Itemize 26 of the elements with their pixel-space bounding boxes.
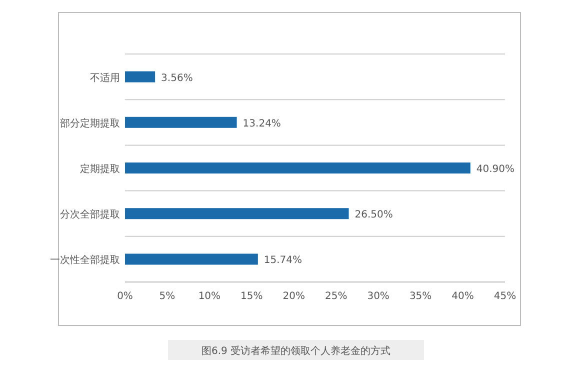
y-tick-label: 部分定期提取 [60, 117, 120, 130]
data-label: 3.56% [161, 72, 193, 84]
x-tick-label: 30% [367, 291, 390, 302]
data-label: 40.90% [476, 164, 515, 175]
bar [125, 208, 349, 220]
y-tick-label: 分次全部提取 [60, 208, 120, 221]
x-tick-label: 5% [159, 291, 176, 302]
y-tick-label: 不适用 [90, 72, 120, 84]
x-tick-label: 40% [452, 291, 474, 302]
bar [125, 254, 258, 265]
x-tick-label: 20% [282, 291, 306, 302]
x-tick-label: 0% [117, 291, 133, 302]
x-tick-label: 10% [198, 291, 221, 302]
bar [125, 71, 156, 82]
data-label: 15.74% [264, 255, 302, 266]
x-tick-label: 45% [494, 291, 516, 302]
x-tick-label: 25% [324, 291, 348, 302]
text: 图6.9 受访者希望的领取个人养老金的方式 [201, 345, 391, 357]
y-tick-label: 一次性全部提取 [50, 254, 120, 266]
x-tick-label: 35% [409, 291, 432, 302]
bar [125, 162, 470, 174]
y-tick-label: 定期提取 [80, 163, 120, 175]
data-label: 13.24% [242, 118, 281, 130]
bar [125, 116, 237, 128]
data-label: 26.50% [354, 210, 393, 221]
x-tick-label: 15% [240, 291, 263, 302]
